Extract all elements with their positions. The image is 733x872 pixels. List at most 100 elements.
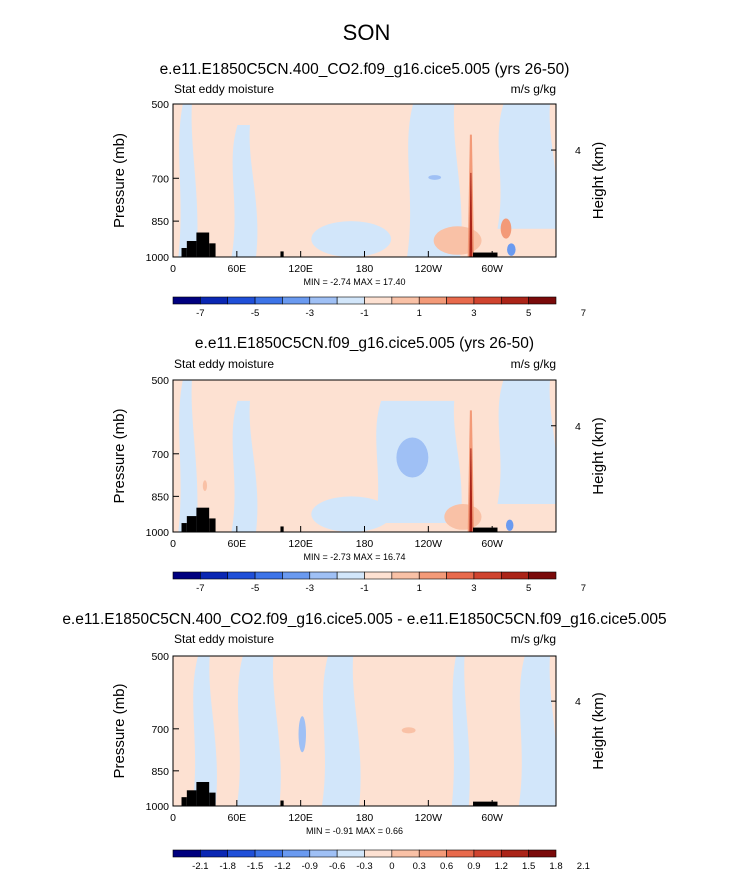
contour-band (231, 125, 258, 257)
stats-label: MIN = -2.73 MAX = 16.74 (303, 552, 405, 562)
colorbar-swatch (391, 296, 420, 305)
contour-band (178, 380, 198, 532)
topography (209, 243, 216, 257)
colorbar-swatch (418, 849, 447, 858)
contour-blob (505, 519, 514, 531)
right-tick-label: 4 (575, 421, 581, 433)
colorbar-label: -3 (306, 308, 314, 319)
right-label: m/s g/kg (511, 82, 556, 96)
colorbar-label: -0.3 (356, 861, 372, 872)
contour-blob (311, 496, 392, 532)
x-tick-label: 180 (356, 263, 374, 275)
colorbar-label: 1 (417, 583, 422, 594)
topography (209, 518, 216, 532)
topography (280, 251, 284, 257)
topography (186, 516, 197, 532)
x-tick-label: 120E (288, 812, 313, 824)
contour-region (497, 380, 556, 504)
contour-band (236, 656, 281, 806)
topography (186, 790, 197, 806)
x-tick-label: 60E (227, 812, 246, 824)
panel-title: e.e11.E1850C5CN.f09_g16.cice5.005 (yrs 2… (195, 335, 534, 352)
colorbar-swatch (309, 296, 338, 305)
contour-band (231, 400, 258, 532)
y-axis-title: Pressure (mb) (111, 683, 128, 778)
panel-title: e.e11.E1850C5CN.400_CO2.f09_g16.cice5.00… (160, 61, 570, 78)
colorbar-label: 0.6 (440, 861, 453, 872)
colorbar-swatch (391, 571, 420, 580)
colorbar-swatch (282, 849, 311, 858)
colorbar-label: -1.5 (247, 861, 263, 872)
topography (280, 526, 284, 532)
panel-2: e.e11.E1850C5CN.f09_g16.cice5.005 (yrs 2… (111, 335, 607, 594)
colorbar-swatch (500, 849, 529, 858)
colorbar-swatch (364, 296, 393, 305)
colorbar-swatch (336, 849, 365, 858)
colorbar-swatch (172, 849, 201, 858)
panel-title: e.e11.E1850C5CN.400_CO2.f09_g16.cice5.00… (62, 611, 666, 628)
contour-blob (428, 175, 442, 180)
page-title: SON (342, 20, 391, 45)
stats-label: MIN = -2.74 MAX = 17.40 (303, 277, 405, 287)
contour-blob (433, 226, 482, 255)
colorbar-swatch (227, 849, 256, 858)
colorbar-label: -7 (196, 308, 204, 319)
x-tick-label: 180 (356, 538, 374, 550)
topography (280, 800, 284, 806)
topography (181, 247, 187, 257)
colorbar: -7 -5 -3 -1 1 3 5 7 (172, 296, 586, 319)
colorbar-label: -0.6 (329, 861, 345, 872)
topography (473, 801, 498, 806)
contour-spike-core (469, 448, 473, 532)
colorbar-swatch (200, 849, 229, 858)
topography (181, 797, 187, 806)
x-tick-label: 0 (170, 538, 176, 550)
colorbar-label: 3 (471, 308, 476, 319)
left-label: Stat eddy moisture (174, 632, 274, 646)
colorbar-label: 5 (526, 583, 531, 594)
contour-region (497, 104, 556, 229)
colorbar-label: -7 (196, 583, 204, 594)
x-tick-label: 0 (170, 263, 176, 275)
colorbar-swatch (528, 571, 557, 580)
panel-3: e.e11.E1850C5CN.400_CO2.f09_g16.cice5.00… (62, 611, 666, 872)
colorbar-label: 1.8 (549, 861, 562, 872)
colorbar-swatch (473, 571, 502, 580)
stats-label: MIN = -0.91 MAX = 0.66 (306, 826, 403, 836)
contour-band (192, 656, 217, 806)
colorbar-swatch (200, 571, 229, 580)
topography (473, 252, 498, 257)
colorbar-label: 7 (581, 308, 586, 319)
colorbar-swatch (473, 296, 502, 305)
topography (196, 781, 210, 806)
colorbar-label: 0.9 (467, 861, 480, 872)
colorbar-label: 7 (581, 583, 586, 594)
colorbar-swatch (364, 849, 393, 858)
x-tick-label: 60W (481, 812, 503, 824)
contour-blob (298, 716, 306, 753)
left-label: Stat eddy moisture (174, 82, 274, 96)
y-tick-label: 500 (151, 375, 169, 387)
x-tick-label: 60E (227, 538, 246, 550)
topography (196, 232, 210, 257)
colorbar-swatch (528, 849, 557, 858)
contour-band (178, 104, 198, 257)
x-tick-label: 120W (415, 538, 443, 550)
right-axis-title: Height (km) (590, 417, 607, 495)
y-tick-label: 850 (151, 491, 169, 503)
y-tick-label: 850 (151, 216, 169, 228)
colorbar-label: 0.3 (413, 861, 426, 872)
topography (181, 523, 187, 532)
contour-blob (202, 480, 208, 492)
contour-blob (401, 727, 416, 734)
colorbar-swatch (254, 571, 283, 580)
colorbar-label: -5 (251, 583, 259, 594)
contour-blob (311, 221, 392, 257)
topography (473, 527, 498, 532)
colorbar-swatch (309, 571, 338, 580)
colorbar-label: 0 (389, 861, 394, 872)
colorbar-swatch (172, 296, 201, 305)
colorbar-label: 1.5 (522, 861, 535, 872)
